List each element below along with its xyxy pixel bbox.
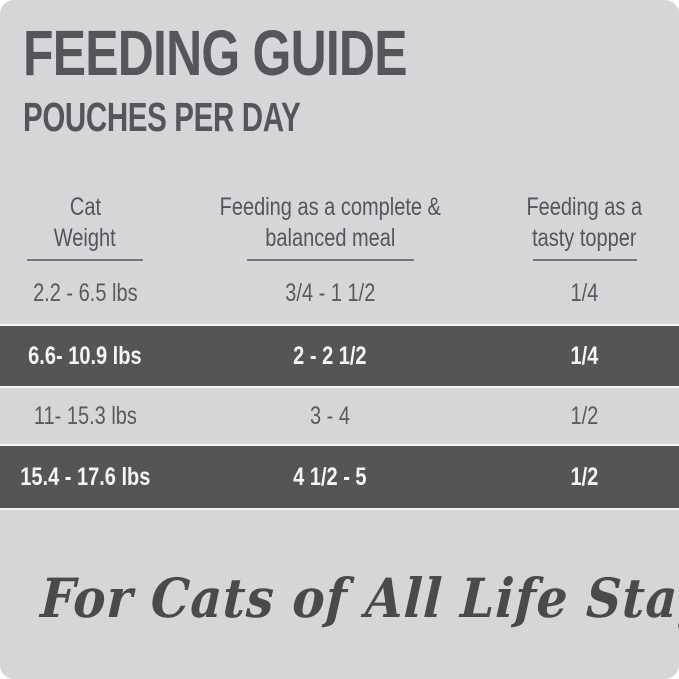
cell-topper: 1/4 [570, 341, 599, 370]
header-underline [532, 259, 637, 261]
cell-meal: 2 - 2 1/2 [293, 341, 367, 370]
cell-meal: 3/4 - 1 1/2 [284, 278, 376, 307]
column-header-complete-meal: Feeding as a complete & balanced meal [170, 192, 490, 261]
cell-weight: 15.4 - 17.6 lbs [19, 462, 151, 491]
tagline: For Cats of All Life Stages [39, 566, 679, 630]
column-header-line: Weight [54, 224, 116, 252]
column-header-line: balanced meal [264, 224, 396, 252]
table-row-highlighted: 15.4 - 17.6 lbs 4 1/2 - 5 1/2 [0, 444, 679, 510]
column-header-cat-weight: Cat Weight [0, 192, 170, 261]
page-title: FEEDING GUIDE [23, 17, 407, 89]
column-header-tasty-topper: Feeding as a tasty topper [490, 192, 679, 261]
cell-topper: 1/2 [570, 401, 599, 430]
header-underline [27, 259, 143, 261]
cell-meal: 4 1/2 - 5 [293, 462, 367, 491]
cell-weight: 2.2 - 6.5 lbs [32, 278, 138, 307]
cell-weight: 11- 15.3 lbs [33, 401, 137, 430]
column-header-line: Feeding as a [526, 193, 643, 221]
table-header-row: Cat Weight Feeding as a complete & balan… [0, 192, 679, 261]
column-header-line: Feeding as a complete & [219, 193, 441, 221]
page-subtitle: POUCHES PER DAY [23, 94, 301, 140]
table-row: 2.2 - 6.5 lbs 3/4 - 1 1/2 1/4 [0, 261, 679, 325]
cell-topper: 1/4 [570, 278, 599, 307]
column-header-line: Cat [69, 193, 101, 221]
table-row: 11- 15.3 lbs 3 - 4 1/2 [0, 388, 679, 444]
cell-meal: 3 - 4 [309, 401, 351, 430]
cell-topper: 1/2 [570, 462, 599, 491]
cell-weight: 6.6- 10.9 lbs [28, 341, 142, 370]
column-header-line: tasty topper [532, 224, 637, 252]
header-underline [246, 259, 414, 261]
table-row-highlighted: 6.6- 10.9 lbs 2 - 2 1/2 1/4 [0, 324, 679, 388]
